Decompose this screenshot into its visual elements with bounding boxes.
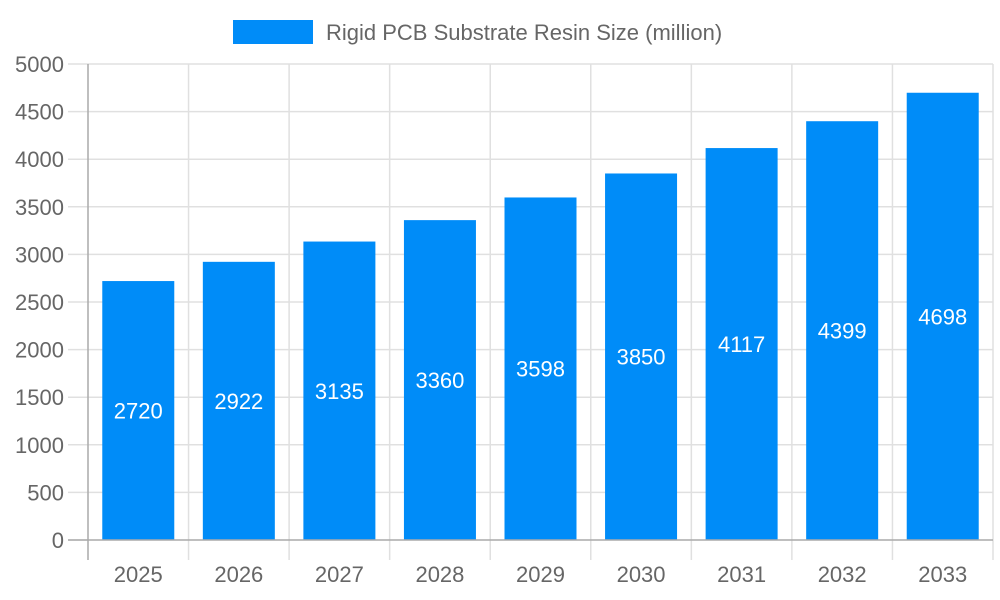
y-tick-label: 5000 — [15, 52, 64, 77]
bar-2026[interactable] — [202, 261, 275, 540]
data-label: 3135 — [315, 379, 364, 404]
legend[interactable]: Rigid PCB Substrate Resin Size (million) — [233, 20, 722, 45]
y-tick-label: 4500 — [15, 100, 64, 125]
axes: 0 500 1000 1500 2000 2500 3000 3500 4000 4500 5000… — [15, 52, 993, 587]
bars: 2720 2922 3135 3360 3598 3850 4117 4399 4698 — [102, 92, 979, 541]
legend-swatch — [233, 20, 313, 44]
y-tick-label: 0 — [52, 528, 64, 553]
y-tick-label: 2000 — [15, 338, 64, 363]
data-label: 4117 — [718, 332, 765, 357]
x-tick-label: 2031 — [717, 562, 766, 587]
data-label: 4399 — [818, 319, 867, 344]
y-tick-label: 1500 — [15, 385, 64, 410]
bar-2032[interactable] — [806, 121, 879, 540]
y-tick-label: 3500 — [15, 195, 64, 220]
data-label: 3850 — [617, 345, 666, 370]
data-label: 2720 — [114, 399, 163, 424]
x-tick-label: 2032 — [818, 562, 867, 587]
y-tick-label: 4000 — [15, 147, 64, 172]
bar-2027[interactable] — [303, 241, 376, 540]
x-tick-label: 2030 — [617, 562, 666, 587]
data-label: 4698 — [918, 304, 967, 329]
x-tick-label: 2025 — [114, 562, 163, 587]
bar-2031[interactable] — [705, 148, 778, 541]
x-tick-label: 2028 — [415, 562, 464, 587]
y-tick-label: 500 — [27, 480, 64, 505]
bar-2029[interactable] — [504, 197, 577, 540]
x-tick-label: 2029 — [516, 562, 565, 587]
y-tick-label: 1000 — [15, 433, 64, 458]
legend-label: Rigid PCB Substrate Resin Size (million) — [326, 20, 722, 45]
bar-2028[interactable] — [403, 220, 476, 541]
x-tick-label: 2033 — [918, 562, 967, 587]
y-tick-label: 3000 — [15, 242, 64, 267]
y-tick-label: 2500 — [15, 290, 64, 315]
bar-2030[interactable] — [605, 173, 678, 541]
data-label: 2922 — [214, 389, 263, 414]
x-tick-label: 2026 — [214, 562, 263, 587]
x-tick-label: 2027 — [315, 562, 364, 587]
data-label: 3360 — [415, 368, 464, 393]
data-label: 3598 — [516, 357, 565, 382]
bar-2025[interactable] — [102, 281, 175, 540]
bar-2033[interactable] — [906, 92, 979, 540]
